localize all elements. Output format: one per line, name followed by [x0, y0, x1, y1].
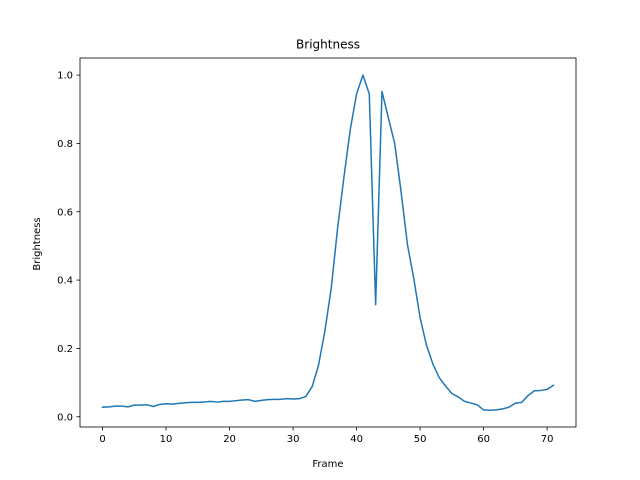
- y-tick-label: 0.8: [57, 139, 73, 150]
- y-tick-label: 0.2: [57, 344, 73, 355]
- x-tick-label: 20: [223, 434, 236, 445]
- x-tick-label: 0: [99, 434, 105, 445]
- plot-area: 0 10 20 30 40 50 60 70 0.0 0.2 0.4 0.6 0.8 1.0: [57, 57, 577, 445]
- x-axis-title: Frame: [312, 459, 343, 470]
- series-line-0: [101, 74, 555, 412]
- x-tick-label: 30: [287, 434, 300, 445]
- x-tick-label: 40: [350, 434, 363, 445]
- x-tick-label: 10: [160, 434, 173, 445]
- y-tick-label: 0.0: [57, 412, 73, 423]
- y-tick-label: 0.4: [57, 276, 73, 287]
- y-tick-label: 1.0: [57, 71, 73, 82]
- y-tick-label: 0.6: [57, 207, 73, 218]
- x-tick-label: 50: [414, 434, 427, 445]
- x-tick-label: 70: [541, 434, 554, 445]
- y-axis-title: Brightness: [32, 217, 43, 270]
- chart-title: Brightness: [296, 38, 360, 52]
- axes-frame: [79, 57, 577, 428]
- x-tick-label: 60: [477, 434, 490, 445]
